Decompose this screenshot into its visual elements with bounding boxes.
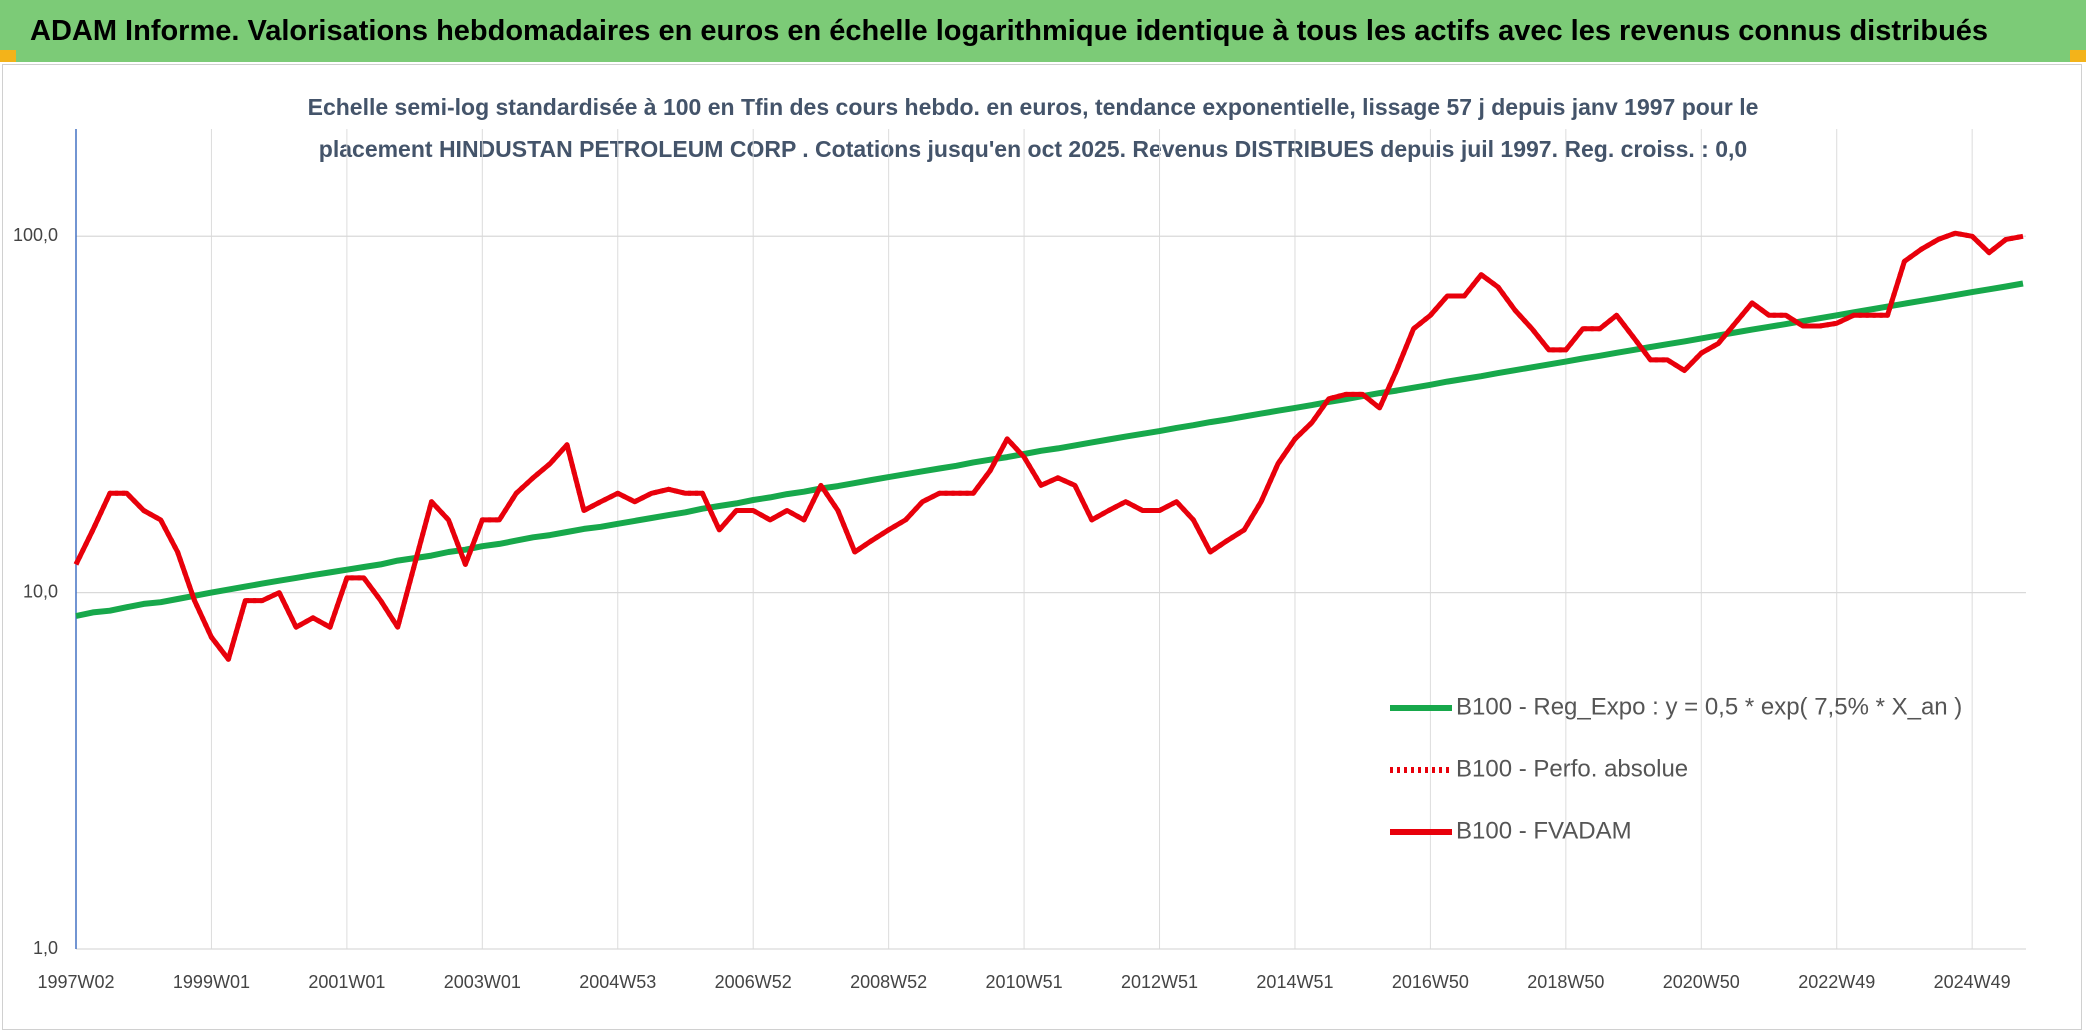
series-line [73,230,2024,662]
legend-label: B100 - Reg_Expo : y = 0,5 * exp( 7,5% * … [1456,693,1962,720]
x-tick-label: 2012W51 [1121,972,1198,992]
x-tick-label: 1999W01 [173,972,250,992]
x-tick-label: 2003W01 [444,972,521,992]
x-tick-label: 2020W50 [1663,972,1740,992]
x-tick-label: 2004W53 [579,972,656,992]
series-line [73,230,2024,662]
chart-subtitle: Echelle semi-log standardisée à 100 en T… [307,94,1759,162]
series-line [75,280,2024,619]
legend-label: B100 - FVADAM [1456,817,1632,844]
y-tick-label: 100,0 [13,225,58,245]
x-tick-label: 2008W52 [850,972,927,992]
x-tick-label: 2014W51 [1256,972,1333,992]
x-tick-label: 2001W01 [308,972,385,992]
x-tick-label: 2016W50 [1392,972,1469,992]
header-title: ADAM Informe. Valorisations hebdomadaire… [30,15,1989,47]
x-tick-label: 1997W02 [37,972,114,992]
x-tick-label: 2006W52 [715,972,792,992]
x-tick-label: 2022W49 [1798,972,1875,992]
y-tick-label: 10,0 [23,581,58,601]
x-tick-label: 2024W49 [1934,972,2011,992]
legend-label: B100 - Perfo. absolue [1456,755,1688,782]
chart-frame [2,64,2082,1030]
x-tick-label: 2010W51 [986,972,1063,992]
y-tick-label: 1,0 [33,938,58,958]
x-tick-label: 2018W50 [1527,972,1604,992]
corner-mark [2070,50,2086,62]
corner-mark [0,50,16,62]
header: ADAM Informe. Valorisations hebdomadaire… [0,0,2086,62]
